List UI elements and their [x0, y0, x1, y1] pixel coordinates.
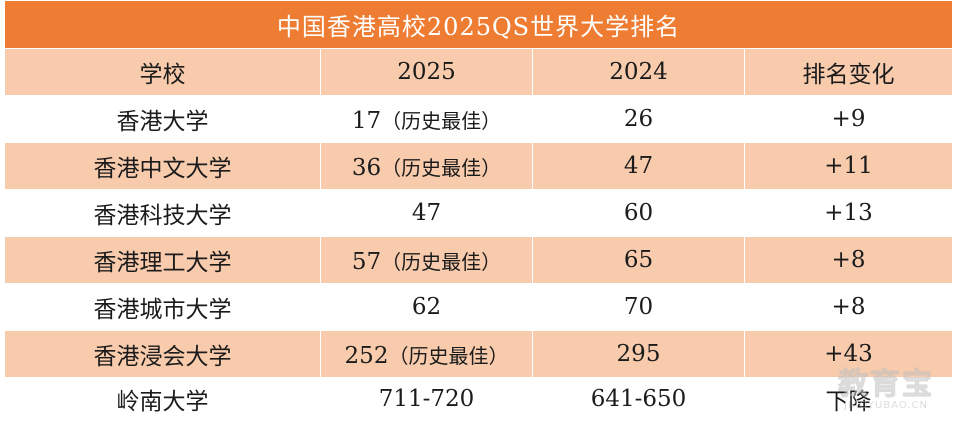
header-school: 学校 [4, 48, 321, 96]
rank-2025-cell: 36（历史最佳） [320, 142, 533, 190]
table-row: 香港理工大学 57（历史最佳） 65 +8 [4, 236, 954, 284]
school-cell: 香港大学 [4, 95, 321, 143]
change-cell: +9 [743, 95, 954, 143]
change-cell: +8 [743, 283, 954, 331]
rank-2025-value: 711-720 [378, 386, 475, 412]
table-row: 岭南大学 711-720 641-650 下降 [4, 377, 954, 421]
change-cell: 下降 [743, 377, 954, 421]
header-change: 排名变化 [743, 48, 954, 96]
title-row: 中国香港高校2025QS世界大学排名 [3, 0, 954, 49]
rank-2025-cell: 47 [320, 189, 533, 237]
table-row: 香港中文大学 36（历史最佳） 47 +11 [4, 142, 954, 190]
header-row: 学校 2025 2024 排名变化 [4, 48, 954, 96]
best-note: （历史最佳） [381, 155, 502, 180]
school-cell: 岭南大学 [4, 377, 321, 421]
rank-2025-cell: 57（历史最佳） [320, 236, 533, 284]
rank-2025-cell: 62 [320, 283, 533, 331]
school-cell: 香港中文大学 [4, 142, 321, 190]
rank-2025-value: 252 [344, 342, 389, 369]
table-title: 中国香港高校2025QS世界大学排名 [3, 0, 954, 49]
change-cell: +8 [743, 236, 954, 284]
rank-2025-value: 62 [411, 294, 442, 320]
rank-2024-cell: 65 [532, 236, 745, 284]
rank-2025-value: 47 [411, 200, 442, 226]
table-row: 香港浸会大学 252（历史最佳） 295 +43 [4, 330, 954, 378]
rank-2024-cell: 47 [532, 142, 745, 190]
header-2025: 2025 [320, 48, 533, 96]
header-2024: 2024 [532, 48, 745, 96]
change-cell: +13 [743, 189, 954, 237]
rank-2025-value: 36 [351, 154, 382, 181]
best-note: （历史最佳） [381, 249, 502, 274]
change-cell: +43 [743, 330, 954, 378]
school-cell: 香港城市大学 [4, 283, 321, 331]
school-cell: 香港理工大学 [4, 236, 321, 284]
rank-2025-cell: 252（历史最佳） [320, 330, 533, 378]
table-row: 香港科技大学 47 60 +13 [4, 189, 954, 237]
rank-2024-cell: 60 [532, 189, 745, 237]
best-note: （历史最佳） [388, 343, 509, 368]
rank-2025-value: 17 [351, 107, 382, 134]
table-row: 香港城市大学 62 70 +8 [4, 283, 954, 331]
rank-2024-cell: 26 [532, 95, 745, 143]
rank-2025-cell: 17（历史最佳） [320, 95, 533, 143]
table-row: 香港大学 17（历史最佳） 26 +9 [4, 95, 954, 143]
best-note: （历史最佳） [381, 108, 502, 133]
school-cell: 香港科技大学 [4, 189, 321, 237]
rank-2025-value: 57 [351, 248, 382, 275]
school-cell: 香港浸会大学 [4, 330, 321, 378]
rank-2024-cell: 641-650 [532, 377, 745, 421]
rank-2025-cell: 711-720 [320, 377, 533, 421]
change-cell: +11 [743, 142, 954, 190]
rank-2024-cell: 70 [532, 283, 745, 331]
rank-2024-cell: 295 [532, 330, 745, 378]
ranking-table: 中国香港高校2025QS世界大学排名 学校 2025 2024 排名变化 香港大… [3, 0, 954, 421]
